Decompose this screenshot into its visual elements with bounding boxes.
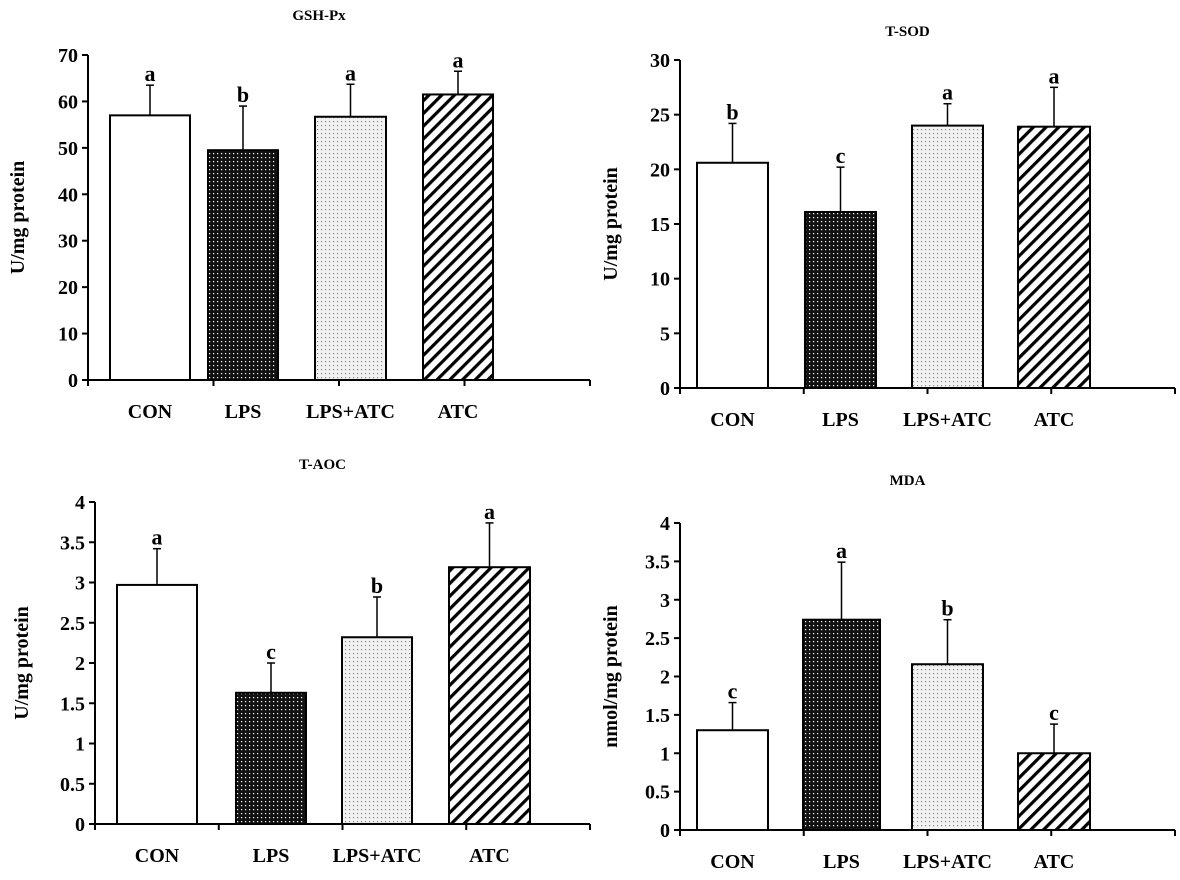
x-tick-label: ATC bbox=[438, 401, 479, 423]
y-tick-label: 3.5 bbox=[60, 532, 85, 554]
significance-letter: a bbox=[484, 499, 495, 524]
bar-con bbox=[109, 114, 191, 381]
x-tick-label: CON bbox=[128, 401, 173, 423]
y-tick-label: 30 bbox=[58, 231, 78, 253]
bar-con bbox=[696, 729, 769, 831]
chart-title: T-SOD bbox=[885, 24, 930, 40]
chart-title: MDA bbox=[890, 473, 926, 489]
significance-letter: c bbox=[1049, 700, 1059, 725]
y-tick-label: 0 bbox=[68, 370, 78, 392]
y-tick-label: 2.5 bbox=[645, 628, 670, 650]
significance-letter: c bbox=[836, 143, 846, 168]
y-axis-label: U/mg protein bbox=[7, 161, 29, 275]
bar-lps-atc bbox=[341, 636, 413, 825]
y-tick-label: 2 bbox=[75, 653, 85, 675]
significance-letter: c bbox=[728, 679, 738, 704]
y-axis-label: U/mg protein bbox=[11, 606, 33, 720]
significance-letter: a bbox=[345, 60, 356, 85]
y-axis-label: U/mg protein bbox=[600, 167, 622, 281]
x-tick-label: ATC bbox=[469, 845, 510, 867]
significance-letter: a bbox=[836, 538, 847, 563]
y-tick-label: 5 bbox=[660, 323, 670, 345]
y-tick-label: 3 bbox=[660, 590, 670, 612]
y-tick-label: 10 bbox=[650, 269, 670, 291]
y-tick-label: 4 bbox=[75, 492, 85, 514]
bar-lps bbox=[207, 149, 279, 381]
y-tick-label: 15 bbox=[650, 214, 670, 236]
y-tick-label: 50 bbox=[58, 138, 78, 160]
bar-lps bbox=[235, 691, 307, 825]
y-tick-label: 40 bbox=[58, 184, 78, 206]
bar-lps-atc bbox=[314, 115, 387, 381]
y-tick-label: 1 bbox=[75, 734, 85, 756]
y-tick-label: 70 bbox=[58, 45, 78, 67]
significance-letter: a bbox=[453, 47, 464, 72]
y-tick-label: 30 bbox=[650, 50, 670, 72]
chart-title: GSH-Px bbox=[292, 8, 346, 24]
x-tick-label: ATC bbox=[1034, 409, 1075, 431]
y-tick-label: 3.5 bbox=[645, 551, 670, 573]
bar-atc bbox=[1017, 125, 1091, 390]
x-tick-label: LPS bbox=[823, 851, 860, 873]
y-tick-label: 2.5 bbox=[60, 613, 85, 635]
bar-con bbox=[696, 161, 769, 389]
significance-letter: a bbox=[152, 525, 163, 550]
chart-panel-t-sod: T-SOD U/mg protein 0 5 10 15 20 25 30 b CON c LPS a LP… bbox=[600, 24, 1176, 431]
bar-atc bbox=[448, 566, 531, 826]
significance-letter: a bbox=[942, 80, 953, 105]
y-tick-label: 0 bbox=[660, 378, 670, 400]
bar-lps bbox=[804, 210, 877, 389]
significance-letter: a bbox=[1049, 63, 1060, 88]
bar-lps-atc bbox=[911, 124, 984, 389]
y-tick-label: 60 bbox=[58, 91, 78, 113]
significance-letter: b bbox=[371, 573, 383, 598]
x-tick-label: LPS bbox=[225, 401, 262, 423]
x-tick-label: CON bbox=[135, 845, 180, 867]
x-tick-label: CON bbox=[710, 409, 755, 431]
bar-atc bbox=[422, 93, 494, 381]
chart-panel-gsh-px: GSH-Px U/mg protein 0 10 20 30 40 50 60 70 a CON b LP… bbox=[7, 8, 591, 423]
significance-letter: b bbox=[941, 596, 953, 621]
significance-letter: c bbox=[266, 639, 276, 664]
y-tick-label: 20 bbox=[650, 159, 670, 181]
x-tick-label: LPS bbox=[253, 845, 290, 867]
x-tick-label: LPS+ATC bbox=[306, 401, 395, 423]
chart-panel-mda: MDA nmol/mg protein 0 0.5 1 1.5 2 2.5 3 3.5 4 c CON a… bbox=[600, 473, 1176, 873]
y-axis-label: nmol/mg protein bbox=[600, 605, 622, 747]
bar-lps bbox=[802, 618, 881, 832]
y-tick-label: 10 bbox=[58, 324, 78, 346]
bar-con bbox=[116, 583, 198, 825]
x-tick-label: LPS bbox=[822, 409, 859, 431]
y-tick-label: 25 bbox=[650, 105, 670, 127]
y-tick-label: 3 bbox=[75, 573, 85, 595]
y-tick-label: 1.5 bbox=[60, 693, 85, 715]
y-tick-label: 1 bbox=[660, 743, 670, 765]
x-tick-label: LPS+ATC bbox=[903, 409, 992, 431]
x-tick-label: LPS+ATC bbox=[903, 851, 992, 873]
bar-atc bbox=[1017, 752, 1091, 831]
x-tick-label: LPS+ATC bbox=[333, 845, 422, 867]
y-tick-label: 1.5 bbox=[645, 705, 670, 727]
x-tick-label: ATC bbox=[1034, 851, 1075, 873]
y-tick-label: 4 bbox=[660, 513, 670, 535]
significance-letter: b bbox=[726, 99, 738, 124]
y-tick-label: 2 bbox=[660, 667, 670, 689]
y-tick-label: 0.5 bbox=[645, 782, 670, 804]
y-tick-label: 0 bbox=[660, 820, 670, 842]
bar-lps-atc bbox=[911, 663, 984, 831]
y-tick-label: 0 bbox=[75, 814, 85, 836]
significance-letter: a bbox=[145, 61, 156, 86]
significance-letter: b bbox=[237, 82, 249, 107]
x-tick-label: CON bbox=[710, 851, 755, 873]
y-tick-label: 0.5 bbox=[60, 774, 85, 796]
y-tick-label: 20 bbox=[58, 277, 78, 299]
chart-title: T-AOC bbox=[299, 457, 346, 473]
chart-panel-t-aoc: T-AOC U/mg protein 0 0.5 1 1.5 2 2.5 3 3.5 4 a CON c L… bbox=[11, 457, 591, 867]
